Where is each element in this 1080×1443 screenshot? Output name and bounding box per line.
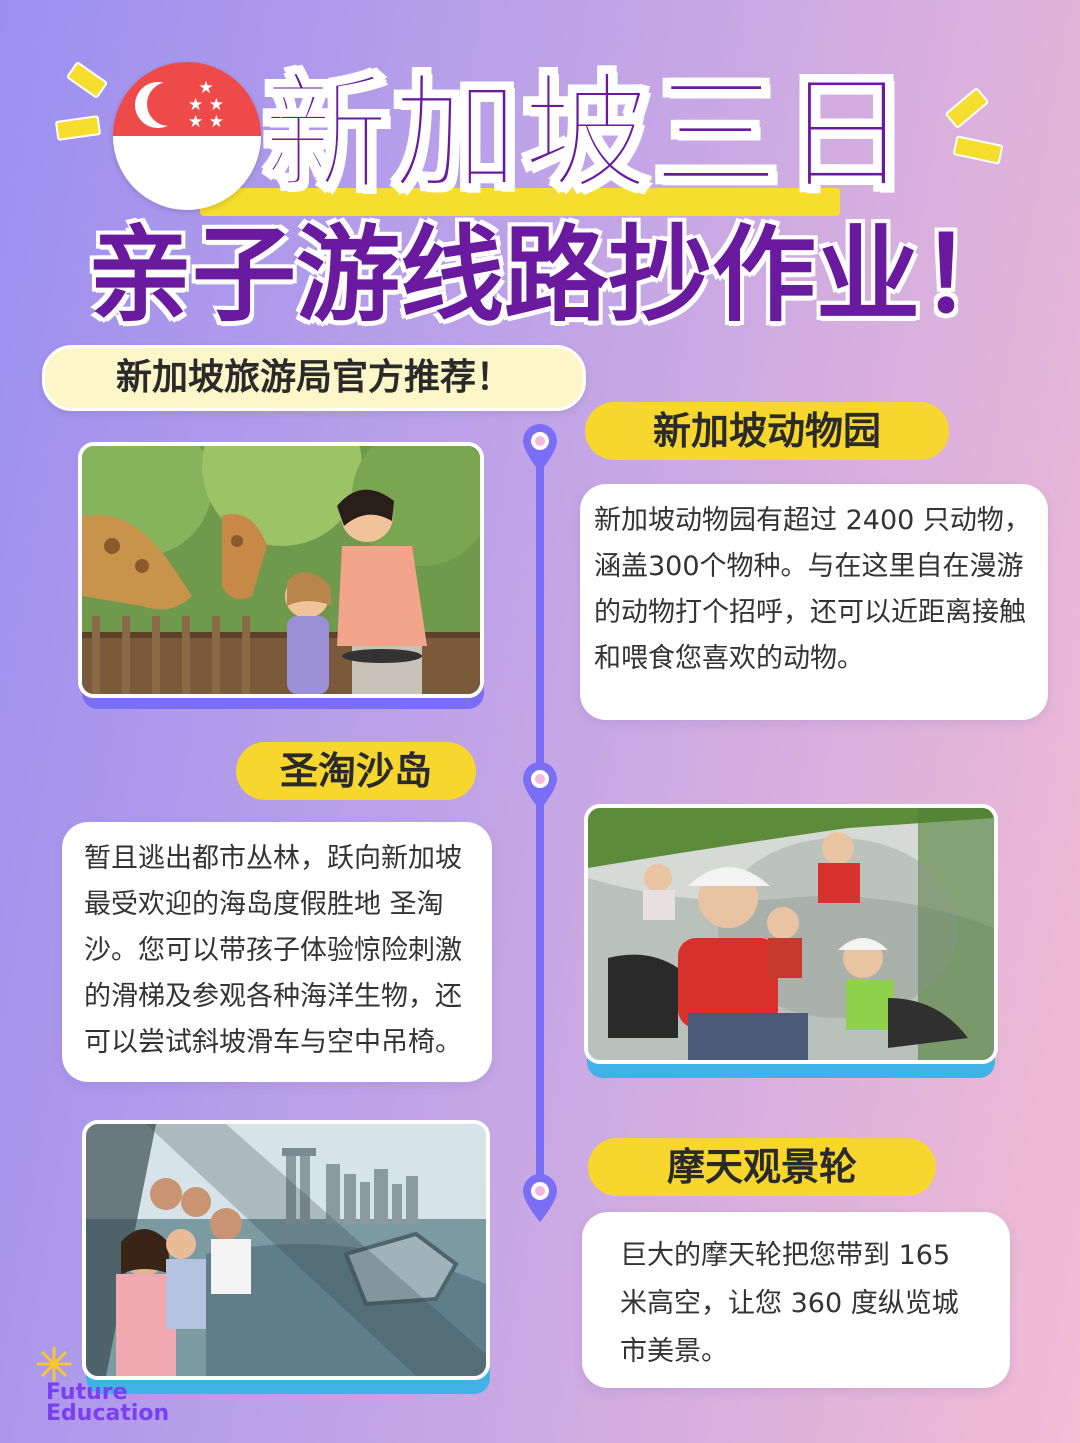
title-underline [200, 188, 840, 216]
description-text: 新加坡动物园有超过 2400 只动物，涵盖300个物种。与在这里自在漫游的动物打… [594, 505, 1031, 674]
location-pin-icon [523, 762, 557, 810]
location-pin-icon [523, 1174, 557, 1222]
brand-logo: Future Education [46, 1380, 170, 1426]
ferris-wheel-capsule-photo [82, 1120, 490, 1380]
sparkle-logo-icon [36, 1346, 72, 1382]
description-text: 暂且逃出都市丛林，跃向新加坡最受欢迎的海岛度假胜地 圣淘沙。您可以带孩子体验惊险… [84, 843, 462, 1058]
description-text: 巨大的摩天轮把您带到 165 米高空，让您 360 度纵览城市美景。 [620, 1240, 959, 1367]
timeline-line [536, 440, 544, 1210]
logo-line2: Education [46, 1401, 170, 1426]
section-description-sentosa: 暂且逃出都市丛林，跃向新加坡最受欢迎的海岛度假胜地 圣淘沙。您可以带孩子体验惊险… [62, 822, 492, 1082]
section-description-zoo: 新加坡动物园有超过 2400 只动物，涵盖300个物种。与在这里自在漫游的动物打… [580, 484, 1048, 720]
section-title-zoo: 新加坡动物园 [585, 402, 949, 460]
luge-ride-photo [584, 804, 998, 1064]
spark-decoration [944, 86, 990, 130]
section-title-sentosa: 圣淘沙岛 [236, 742, 476, 800]
spark-decoration [54, 115, 102, 141]
giraffe-feeding-photo [78, 442, 484, 698]
page-subtitle-heading: 亲子游线路抄作业！ [88, 214, 1025, 336]
spark-decoration [952, 135, 1004, 165]
section-title-flyer: 摩天观景轮 [588, 1138, 936, 1196]
logo-line1: Future [46, 1380, 128, 1405]
page-title: 新加坡三日 [260, 59, 913, 211]
singapore-flag-icon: ★ ★ ★ ★ ★ [113, 62, 261, 210]
recommendation-badge: 新加坡旅游局官方推荐！ [42, 345, 586, 411]
section-description-flyer: 巨大的摩天轮把您带到 165 米高空，让您 360 度纵览城市美景。 [582, 1212, 1010, 1388]
spark-decoration [65, 60, 109, 100]
location-pin-icon [523, 424, 557, 472]
